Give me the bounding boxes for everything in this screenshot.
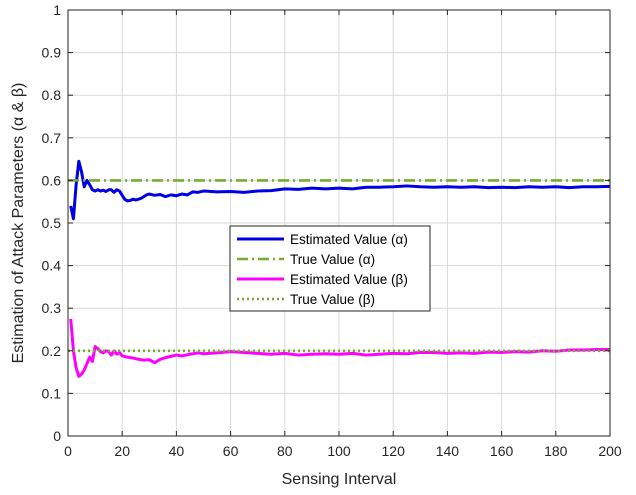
y-tick-label: 0.6 xyxy=(42,172,62,188)
y-tick-label: 0.8 xyxy=(42,87,62,103)
y-tick-label: 0.9 xyxy=(42,45,62,61)
x-tick-label: 100 xyxy=(327,443,351,459)
x-tick-label: 120 xyxy=(382,443,406,459)
x-axis-title: Sensing Interval xyxy=(282,471,397,488)
legend-label-2: True Value (α) xyxy=(290,252,375,267)
x-tick-label: 60 xyxy=(223,443,239,459)
y-tick-label: 0.4 xyxy=(42,258,62,274)
x-tick-label: 160 xyxy=(490,443,514,459)
series-layer xyxy=(68,159,611,378)
y-tick-label: 0.1 xyxy=(42,385,62,401)
y-tick-label: 0 xyxy=(53,428,61,444)
legend-label-4: True Value (β) xyxy=(290,292,375,307)
y-axis-title: Estimation of Attack Parameters (α & β) xyxy=(10,83,27,364)
y-tick-label: 1 xyxy=(53,2,61,18)
x-tick-label: 200 xyxy=(598,443,622,459)
legend: Estimated Value (α) True Value (α) Estimat… xyxy=(229,225,431,312)
y-tick-label: 0.3 xyxy=(42,300,62,316)
y-tick-label: 0.7 xyxy=(42,130,62,146)
series-line-1 xyxy=(69,159,611,221)
x-tick-label: 80 xyxy=(277,443,293,459)
x-tick-label: 140 xyxy=(436,443,460,459)
axis-ticks: 0 20 40 60 80 100 120 140 160 180 200 0 0.1 0.2 0.3 0.4… xyxy=(42,2,622,459)
y-tick-label: 0.2 xyxy=(42,343,62,359)
x-tick-label: 0 xyxy=(64,443,72,459)
x-tick-label: 20 xyxy=(114,443,130,459)
x-tick-label: 40 xyxy=(169,443,185,459)
legend-label-1: Estimated Value (α) xyxy=(290,232,408,247)
legend-label-3: Estimated Value (β) xyxy=(290,272,408,287)
y-tick-label: 0.5 xyxy=(42,215,62,231)
x-tick-label: 180 xyxy=(544,443,568,459)
